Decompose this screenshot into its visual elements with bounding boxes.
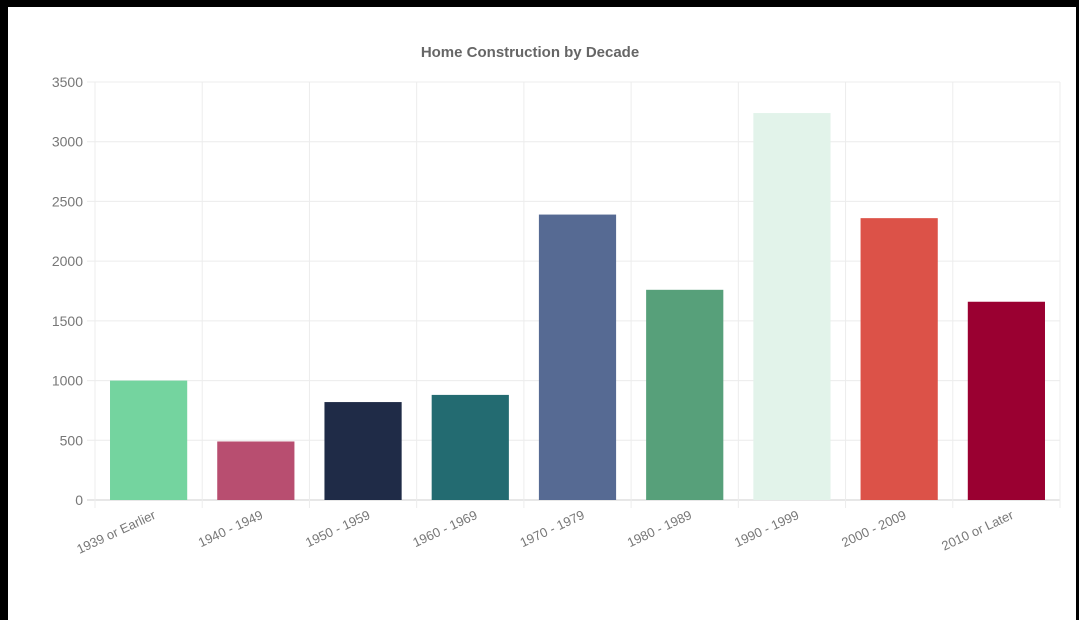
bar[interactable] bbox=[324, 402, 402, 500]
bar[interactable] bbox=[860, 218, 938, 501]
bars bbox=[110, 113, 1045, 501]
bar[interactable] bbox=[538, 214, 617, 500]
y-tick-label: 3000 bbox=[52, 134, 83, 150]
bar[interactable] bbox=[431, 394, 509, 500]
y-tick-label: 0 bbox=[75, 492, 83, 508]
bar[interactable] bbox=[967, 301, 1045, 500]
bar[interactable] bbox=[110, 380, 188, 500]
x-tick-label: 1939 or Earlier bbox=[74, 507, 158, 557]
y-tick-label: 1000 bbox=[52, 373, 83, 389]
x-tick-label: 1990 - 1999 bbox=[732, 507, 801, 550]
bar[interactable] bbox=[217, 441, 295, 500]
y-axis-ticks: 0 500 1000 1500 2000 2500 3000 3500 bbox=[52, 74, 83, 508]
y-tick-label: 3500 bbox=[52, 74, 83, 90]
x-tick-label: 2010 or Later bbox=[939, 507, 1016, 554]
x-tick-label: 1980 - 1989 bbox=[625, 507, 694, 550]
y-tick-label: 2500 bbox=[52, 193, 83, 209]
x-tick-label: 1970 - 1979 bbox=[518, 507, 587, 550]
y-tick-label: 500 bbox=[60, 432, 84, 448]
x-axis-ticks: 1939 or Earlier 1940 - 1949 1950 - 1959 196… bbox=[74, 507, 1016, 557]
y-tick-label: 2000 bbox=[52, 253, 83, 269]
x-tick-label: 2000 - 2009 bbox=[839, 507, 908, 550]
x-tick-label: 1950 - 1959 bbox=[303, 507, 372, 550]
bar[interactable] bbox=[646, 289, 724, 500]
bar[interactable] bbox=[753, 113, 831, 501]
x-tick-label: 1940 - 1949 bbox=[196, 507, 265, 550]
chart-title: Home Construction by Decade bbox=[421, 44, 639, 61]
y-tick-label: 1500 bbox=[52, 313, 83, 329]
x-tick-label: 1960 - 1969 bbox=[410, 507, 479, 550]
